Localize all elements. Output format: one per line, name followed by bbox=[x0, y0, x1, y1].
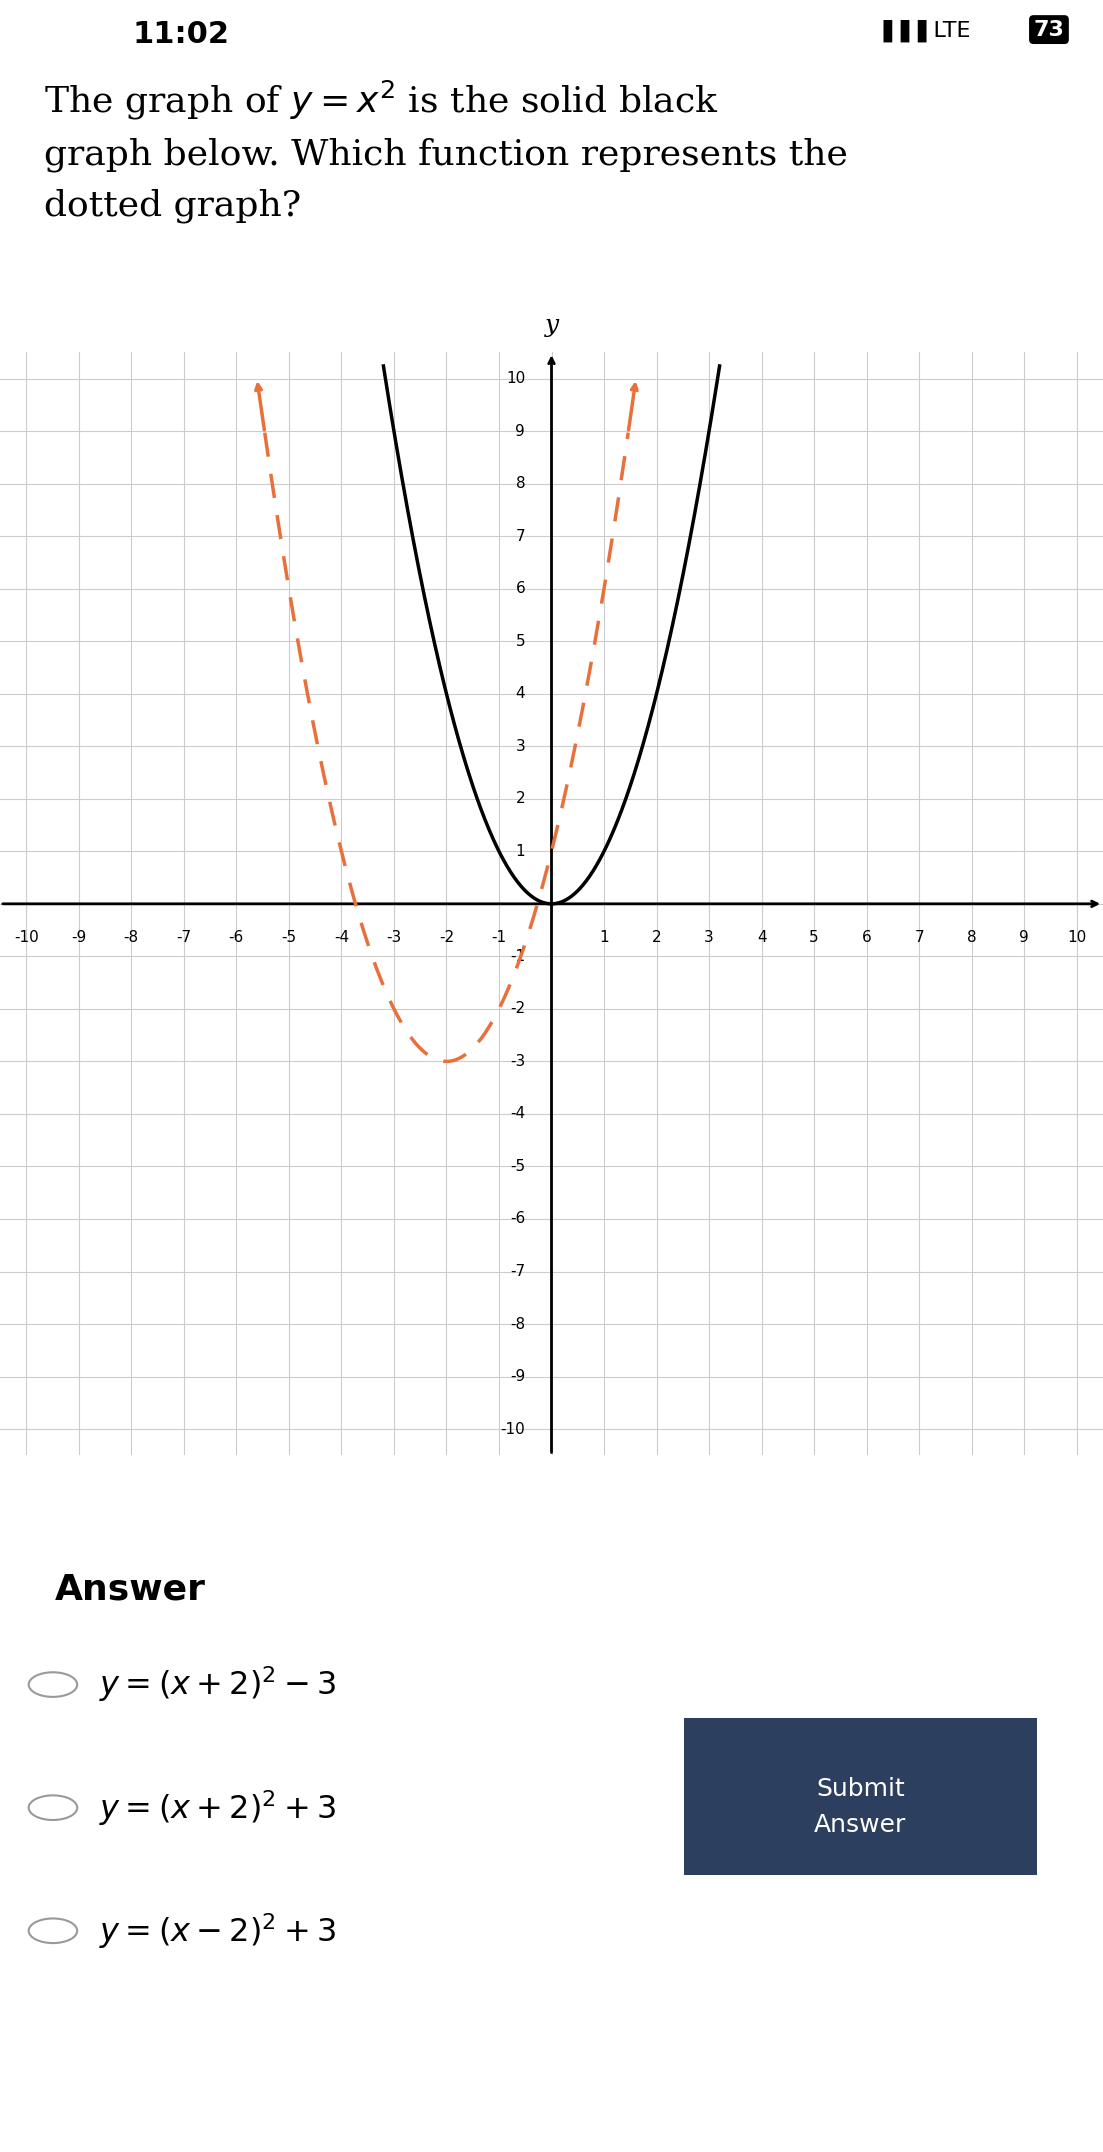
Text: -4: -4 bbox=[334, 930, 349, 945]
Text: ▐▐▐ LTE: ▐▐▐ LTE bbox=[875, 19, 971, 43]
Text: -3: -3 bbox=[510, 1054, 525, 1070]
Text: -5: -5 bbox=[281, 930, 297, 945]
Text: -7: -7 bbox=[176, 930, 192, 945]
Text: -3: -3 bbox=[386, 930, 401, 945]
Text: -10: -10 bbox=[501, 1422, 525, 1438]
Text: 1: 1 bbox=[515, 844, 525, 859]
Text: 3: 3 bbox=[515, 738, 525, 753]
Text: $y = (x+2)^2 - 3$: $y = (x+2)^2 - 3$ bbox=[99, 1666, 336, 1704]
Text: Answer: Answer bbox=[55, 1573, 206, 1608]
Text: -2: -2 bbox=[510, 1001, 525, 1016]
Text: -8: -8 bbox=[124, 930, 139, 945]
Text: 9: 9 bbox=[515, 424, 525, 439]
Text: 4: 4 bbox=[515, 686, 525, 702]
Text: 7: 7 bbox=[914, 930, 924, 945]
Text: 4: 4 bbox=[757, 930, 767, 945]
Text: -5: -5 bbox=[510, 1160, 525, 1175]
Text: -10: -10 bbox=[14, 930, 39, 945]
Text: -2: -2 bbox=[439, 930, 454, 945]
Text: -9: -9 bbox=[510, 1369, 525, 1384]
Text: $y = (x+2)^2 + 3$: $y = (x+2)^2 + 3$ bbox=[99, 1788, 336, 1827]
Text: $y = (x-2)^2 + 3$: $y = (x-2)^2 + 3$ bbox=[99, 1911, 336, 1950]
Text: The graph of $y = x^2$ is the solid black
graph below. Which function represents: The graph of $y = x^2$ is the solid blac… bbox=[44, 77, 848, 224]
Text: 🔒 deltamath.com: 🔒 deltamath.com bbox=[446, 2107, 657, 2133]
Text: 7: 7 bbox=[515, 529, 525, 544]
Text: 10: 10 bbox=[506, 370, 525, 385]
Text: 2: 2 bbox=[652, 930, 662, 945]
Text: -4: -4 bbox=[510, 1106, 525, 1121]
Text: 10: 10 bbox=[1067, 930, 1086, 945]
Text: -7: -7 bbox=[510, 1263, 525, 1278]
Text: 8: 8 bbox=[967, 930, 976, 945]
Text: y: y bbox=[545, 314, 558, 336]
Text: 1: 1 bbox=[599, 930, 609, 945]
Text: -1: -1 bbox=[492, 930, 506, 945]
Text: 2: 2 bbox=[515, 792, 525, 807]
Text: -1: -1 bbox=[510, 949, 525, 964]
Text: 5: 5 bbox=[810, 930, 818, 945]
Text: 11:02: 11:02 bbox=[132, 19, 229, 49]
Text: 6: 6 bbox=[515, 581, 525, 596]
Text: AA: AA bbox=[71, 2107, 106, 2133]
Text: 3: 3 bbox=[704, 930, 714, 945]
Text: 8: 8 bbox=[515, 476, 525, 491]
Text: -6: -6 bbox=[510, 1212, 525, 1227]
Text: 6: 6 bbox=[861, 930, 871, 945]
Text: -6: -6 bbox=[228, 930, 244, 945]
Text: -8: -8 bbox=[510, 1317, 525, 1332]
Text: 9: 9 bbox=[1019, 930, 1029, 945]
Text: 5: 5 bbox=[515, 633, 525, 648]
Text: -9: -9 bbox=[72, 930, 86, 945]
Text: 73: 73 bbox=[1034, 19, 1064, 39]
